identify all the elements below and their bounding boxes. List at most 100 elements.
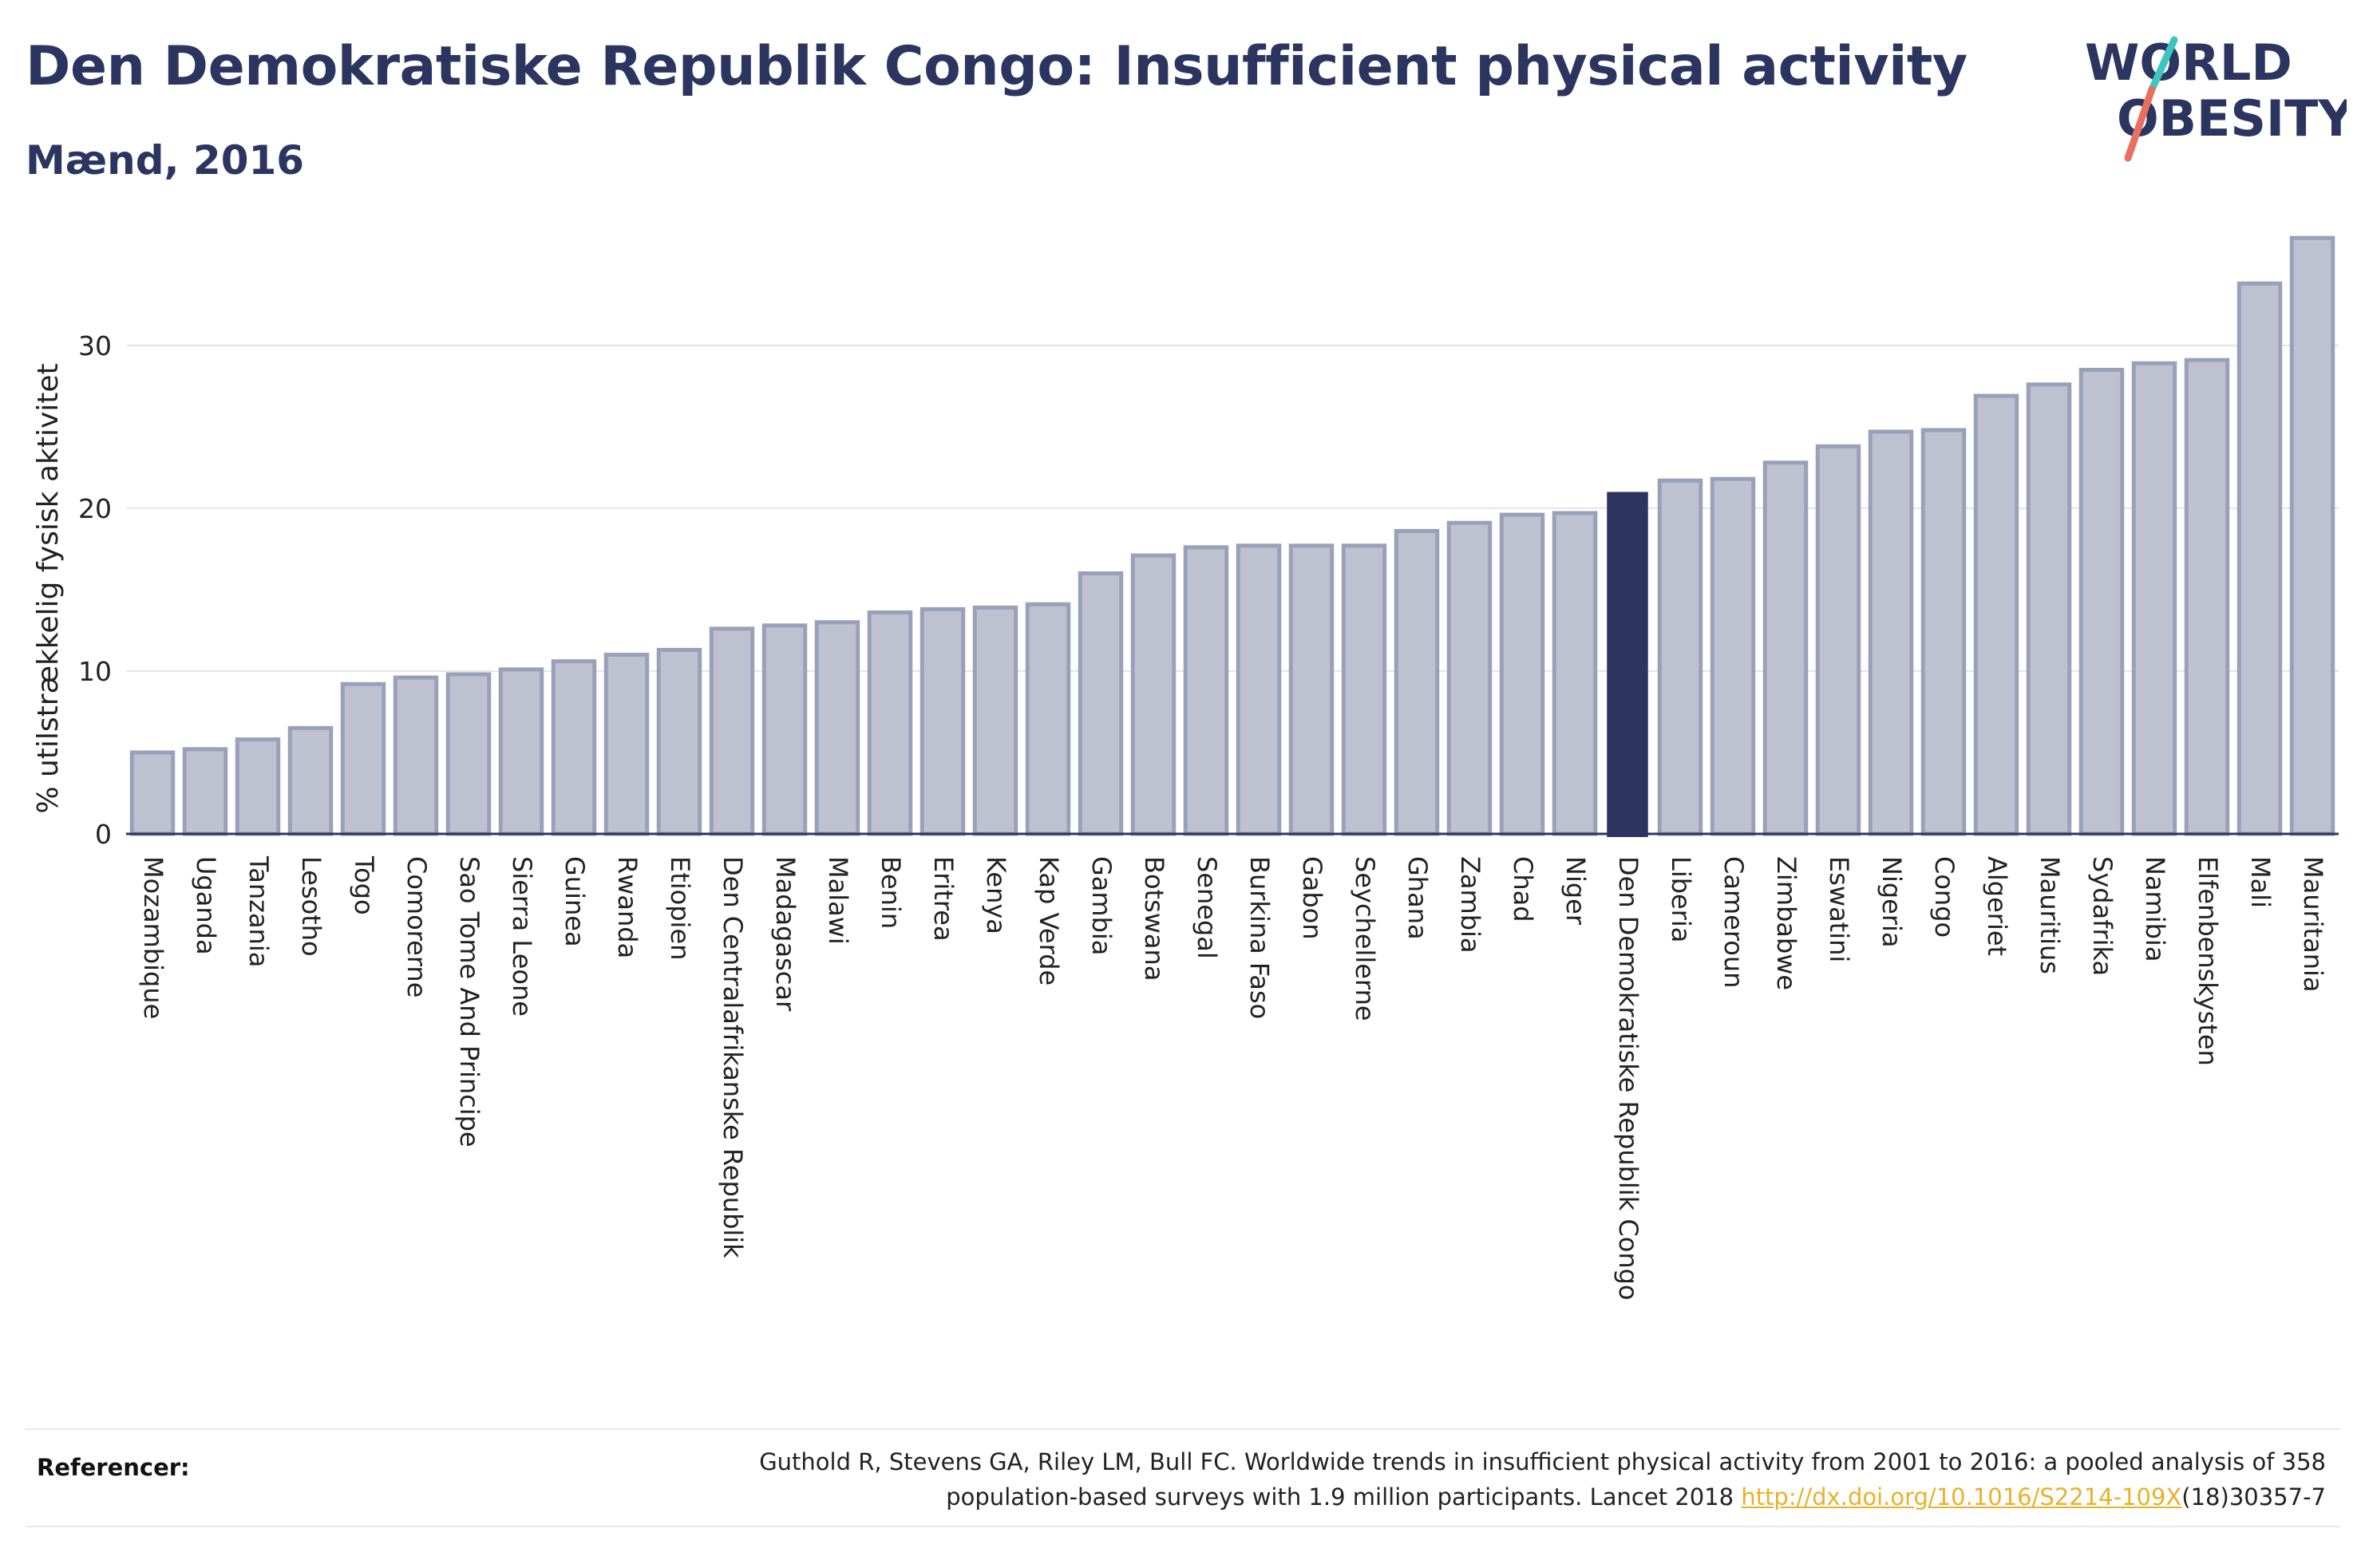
bar[interactable] (1710, 476, 1756, 836)
bar[interactable] (1607, 492, 1648, 837)
bar[interactable] (498, 667, 544, 836)
x-tick-label: Eritrea (928, 856, 959, 942)
x-tick-label: Mauritius (2035, 856, 2065, 974)
x-tick-label: Congo (1929, 856, 1960, 938)
x-tick-label: Zimbabwe (1771, 856, 1801, 990)
bar[interactable] (2289, 235, 2335, 836)
x-tick-label: Gambia (1086, 856, 1117, 955)
logo-word-world: WORLD (2085, 34, 2292, 92)
x-tick-label: Mozambique (138, 856, 168, 1019)
bar[interactable] (709, 626, 755, 836)
bar-chart: 0 10 20 30 Mozambique Uganda Tanzania Lesotho T… (32, 235, 2339, 1300)
bar[interactable] (2026, 382, 2072, 836)
bar[interactable] (445, 672, 492, 836)
x-tick-label: Kap Verde (1034, 856, 1064, 985)
bar[interactable] (761, 623, 808, 836)
chart-subtitle: Mænd, 2016 (26, 137, 305, 184)
x-tick-label: Kenya (981, 856, 1011, 934)
bar[interactable] (1552, 511, 1598, 836)
bar[interactable] (551, 659, 597, 836)
x-tick-labels: Mozambique Uganda Tanzania Lesotho Togo Comor… (138, 855, 2328, 1300)
bar[interactable] (814, 620, 860, 836)
references-text: Guthold R, Stevens GA, Riley LM, Bull FC… (490, 1444, 2326, 1515)
x-tick-label: Uganda (191, 856, 221, 955)
x-tick-label: Sierra Leone (507, 856, 537, 1017)
bar[interactable] (972, 605, 1018, 836)
bar[interactable] (603, 653, 650, 836)
x-tick-label: Niger (1560, 856, 1591, 926)
reference-line-1: Guthold R, Stevens GA, Riley LM, Bull FC… (759, 1448, 2326, 1475)
bar[interactable] (1762, 460, 1809, 836)
x-tick-label: Senegal (1192, 856, 1222, 959)
bar[interactable] (1341, 543, 1387, 836)
x-tick-label: Mali (2245, 856, 2276, 908)
bar[interactable] (2078, 367, 2125, 836)
bars (129, 235, 2335, 837)
x-tick-label: Lesotho (296, 856, 326, 957)
y-tick-label: 0 (95, 819, 112, 850)
x-tick-label: Cameroun (1718, 856, 1749, 988)
bar[interactable] (2184, 357, 2230, 836)
x-tick-label: Guinea (560, 856, 590, 947)
bar[interactable] (1394, 528, 1440, 836)
x-tick-label: Rwanda (612, 856, 643, 958)
x-tick-label: Nigeria (1877, 856, 1907, 947)
x-tick-label: Burkina Faso (1244, 856, 1275, 1019)
x-tick-label: Togo (349, 855, 379, 915)
x-tick-label: Sydafrika (2087, 856, 2118, 976)
logo-slash-teal (2148, 36, 2178, 93)
bar[interactable] (867, 610, 913, 836)
bar[interactable] (235, 737, 281, 836)
x-tick-label: Sao Tome And Principe (454, 856, 484, 1147)
bar[interactable] (919, 606, 966, 836)
x-tick-label: Den Centralafrikanske Republik (718, 856, 748, 1258)
x-tick-label: Elfenbenskysten (2193, 856, 2223, 1066)
logo-slash-coral (2124, 85, 2156, 162)
bar[interactable] (129, 750, 176, 836)
x-tick-label: Malawi (823, 856, 853, 945)
bar[interactable] (1130, 553, 1177, 836)
x-tick-label: Mauritania (2298, 856, 2328, 992)
reference-doi-link[interactable]: http://dx.doi.org/10.1016/S2214-109X (1741, 1483, 2182, 1511)
bar[interactable] (287, 725, 334, 836)
chart-title: Den Demokratiske Republik Congo: Insuffi… (26, 35, 1968, 98)
x-tick-label: Liberia (1666, 856, 1696, 942)
y-tick-labels: 0 10 20 30 (78, 330, 112, 850)
bar[interactable] (393, 675, 439, 836)
bar[interactable] (1025, 602, 1071, 836)
bar[interactable] (340, 681, 386, 836)
x-tick-label: Algeriet (1982, 856, 2012, 956)
x-tick-label: Madagascar (770, 856, 801, 1012)
x-tick-label: Benin (876, 856, 906, 929)
bar[interactable] (1446, 520, 1493, 836)
y-tick-label: 20 (78, 493, 112, 524)
bar[interactable] (2236, 281, 2283, 836)
x-tick-label: Tanzania (243, 855, 274, 967)
bar[interactable] (1920, 428, 1967, 836)
reference-line-2: population-based surveys with 1.9 millio… (490, 1479, 2326, 1515)
bar[interactable] (1868, 429, 1914, 836)
reference-line-2-start: population-based surveys with 1.9 millio… (946, 1483, 1742, 1511)
x-tick-label: Etiopien (665, 856, 695, 960)
x-tick-label: Seychellerne (1350, 856, 1380, 1021)
footer-divider-bottom (26, 1526, 2340, 1527)
bar[interactable] (1236, 543, 1282, 836)
bar[interactable] (2131, 361, 2177, 836)
y-tick-label: 30 (78, 330, 112, 361)
logo-word-obesity: OBESITY (2117, 89, 2347, 148)
bar[interactable] (1288, 543, 1335, 836)
x-tick-label: Botswana (1139, 856, 1169, 981)
x-tick-label: Gabon (1297, 856, 1327, 940)
reference-line-2-end: (18)30357-7 (2181, 1483, 2326, 1511)
bar[interactable] (1657, 478, 1703, 836)
bar[interactable] (1499, 512, 1545, 836)
bar[interactable] (656, 647, 702, 836)
bar[interactable] (1078, 571, 1124, 836)
x-tick-label: Comorerne (401, 856, 432, 997)
bar[interactable] (1973, 393, 2019, 836)
bar[interactable] (1815, 444, 1861, 836)
y-tick-label: 10 (78, 656, 112, 687)
bar[interactable] (1183, 545, 1229, 836)
footer-divider-top (26, 1428, 2340, 1430)
bar[interactable] (182, 747, 228, 836)
